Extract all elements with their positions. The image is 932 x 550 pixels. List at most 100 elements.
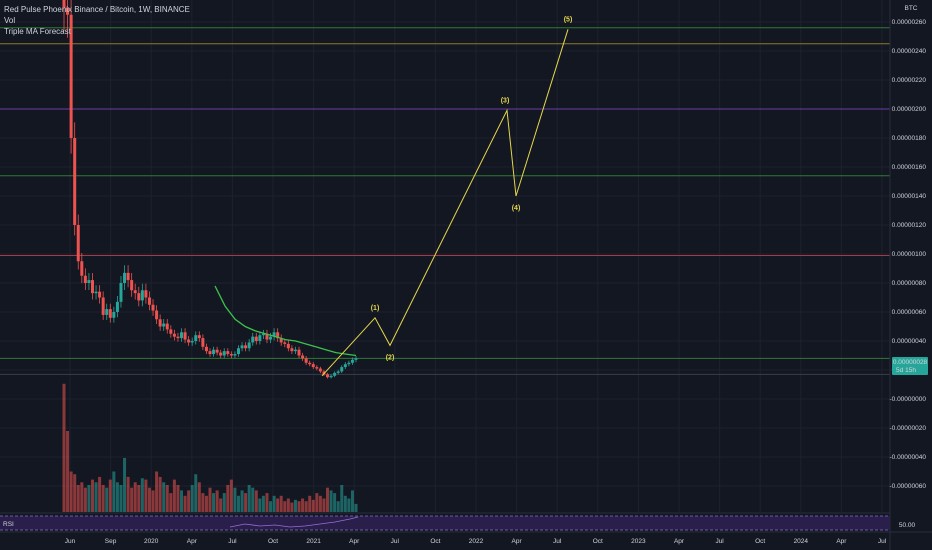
time-tick-label: Oct [268, 538, 278, 545]
price-tick-label: -0.00000000 [889, 396, 926, 403]
candle-body [326, 374, 330, 378]
candle-body [247, 342, 251, 349]
volume-bar [66, 431, 70, 512]
volume-bar [112, 471, 116, 512]
candle-body [276, 332, 280, 339]
candle-body [254, 336, 258, 341]
volume-bars [62, 383, 358, 512]
candle-body [94, 291, 98, 294]
candle-body [158, 319, 162, 327]
volume-bar [293, 499, 297, 512]
volume-bar [336, 501, 340, 512]
candle-body [308, 362, 312, 365]
candle-body [83, 275, 87, 283]
volume-bar [354, 503, 358, 512]
volume-bar [98, 476, 102, 512]
volume-bar [201, 493, 205, 512]
candle-body [233, 354, 237, 356]
candle-body [155, 310, 159, 320]
candle-body [76, 225, 80, 262]
volume-bar [83, 487, 87, 512]
volume-bar [229, 479, 233, 512]
volume-bar [254, 490, 258, 512]
candle-body [261, 333, 265, 336]
volume-bar [350, 490, 354, 512]
candle-body [240, 345, 244, 349]
volume-bar [108, 479, 112, 512]
volume-bar [219, 498, 223, 512]
candle-body [226, 351, 230, 355]
price-tick-label: 0.00000240 [892, 48, 927, 55]
price-axis[interactable]: BTC 0.00000260 0.00000240 0.00000220 0.00000… [889, 0, 932, 550]
candle-body [229, 354, 233, 356]
price-tick-label: 0.00000060 [892, 309, 927, 316]
candle-body [147, 297, 151, 305]
volume-bar [236, 495, 240, 512]
candle-body [176, 336, 180, 339]
candle-body [336, 371, 340, 373]
candle-body [123, 272, 127, 283]
candle-body [343, 364, 347, 368]
candle-body [162, 323, 166, 327]
price-tick-label: 0.00000080 [892, 280, 927, 287]
last-price-value: 0.00000028 [893, 359, 928, 366]
volume-bar [276, 498, 280, 512]
forecast-line [321, 29, 569, 377]
volume-bar [123, 458, 127, 512]
candle-body [119, 283, 123, 302]
volume-bar [272, 495, 276, 512]
candle-body [144, 290, 148, 298]
grid [0, 0, 890, 512]
time-tick-label: Apr [836, 538, 847, 545]
candle-body [311, 364, 315, 368]
volume-bar [265, 493, 269, 512]
price-tick-label: 0.00000100 [892, 251, 927, 258]
candle-body [236, 348, 240, 355]
time-tick-label: Apr [349, 538, 360, 545]
volume-bar [261, 495, 265, 512]
volume-bar [133, 482, 137, 512]
candle-body [80, 261, 84, 276]
wave-label: (1) [371, 305, 380, 312]
price-tick-label: -0.00000060 [889, 483, 926, 490]
price-tick-label: 0.00000180 [892, 135, 927, 142]
price-tick-label: 0.00000140 [892, 193, 927, 200]
price-tick-label: -0.00000020 [889, 425, 926, 432]
price-tick-label: 0.00000220 [892, 77, 927, 84]
price-tick-label: -0.00000040 [889, 454, 926, 461]
candle-body [140, 290, 144, 301]
volume-bar [126, 476, 130, 512]
candle-body [62, 0, 66, 8]
volume-bar [155, 471, 159, 512]
countdown-value: 5d 15h [896, 367, 916, 374]
volume-bar [311, 499, 315, 512]
price-tick-label: 0.00000160 [892, 164, 927, 171]
candle-body [322, 371, 326, 375]
candle-body [293, 349, 297, 352]
volume-bar [73, 474, 77, 512]
wave-label: (5) [564, 16, 573, 23]
candle-body [269, 336, 273, 340]
time-tick-label: Jul [228, 538, 237, 545]
currency-label: BTC [905, 5, 918, 12]
vol-indicator-label[interactable]: Vol [4, 16, 16, 25]
rsi-label: RSI [3, 521, 14, 528]
candle-body [215, 349, 219, 353]
symbol-title[interactable]: Red Pulse Phoenix Binance / Bitcoin, 1W,… [4, 5, 190, 14]
volume-bar [69, 471, 73, 512]
volume-bar [204, 495, 208, 512]
candle-body [251, 336, 255, 343]
volume-bar [326, 487, 330, 512]
candle-body [286, 343, 290, 349]
candle-body [315, 367, 319, 369]
volume-bar [130, 487, 134, 512]
volume-bar [80, 482, 84, 512]
time-axis[interactable]: Jun Sep 2020 Apr Jul Oct 2021 Apr Jul Oct 2022 Apr J… [0, 531, 932, 545]
candle-body [183, 332, 187, 340]
volume-bar [315, 493, 319, 512]
price-tick-label: 0.00000120 [892, 222, 927, 229]
candle-body [115, 301, 119, 312]
triple-ma-label[interactable]: Triple MA Forecast [4, 27, 71, 36]
